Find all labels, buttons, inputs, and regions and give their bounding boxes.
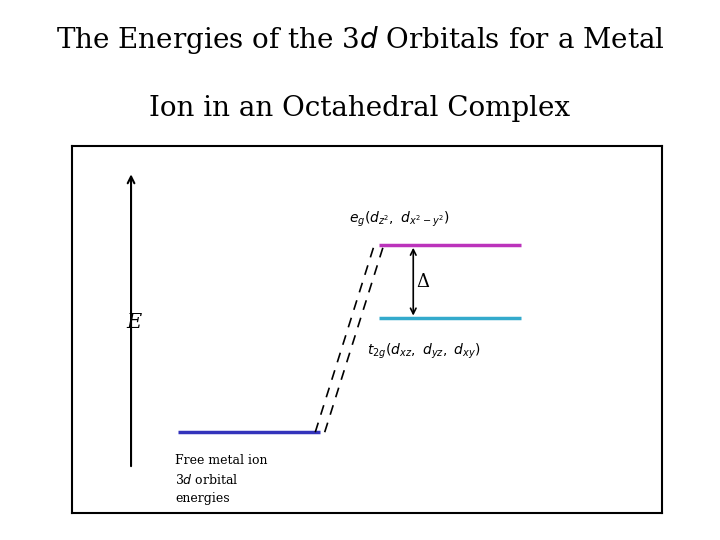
- Text: The Energies of the 3$\mathit{d}$ Orbitals for a Metal: The Energies of the 3$\mathit{d}$ Orbita…: [55, 24, 665, 57]
- Text: Δ: Δ: [417, 273, 430, 291]
- Text: E: E: [127, 313, 142, 332]
- Text: $e_g(d_{z^2},\ d_{x^2-y^2})$: $e_g(d_{z^2},\ d_{x^2-y^2})$: [349, 210, 450, 229]
- Text: Free metal ion
3$d$ orbital
energies: Free metal ion 3$d$ orbital energies: [176, 454, 268, 505]
- Text: Ion in an Octahedral Complex: Ion in an Octahedral Complex: [150, 94, 570, 122]
- Text: $t_{2g}(d_{xz},\ d_{yz},\ d_{xy})$: $t_{2g}(d_{xz},\ d_{yz},\ d_{xy})$: [367, 342, 481, 361]
